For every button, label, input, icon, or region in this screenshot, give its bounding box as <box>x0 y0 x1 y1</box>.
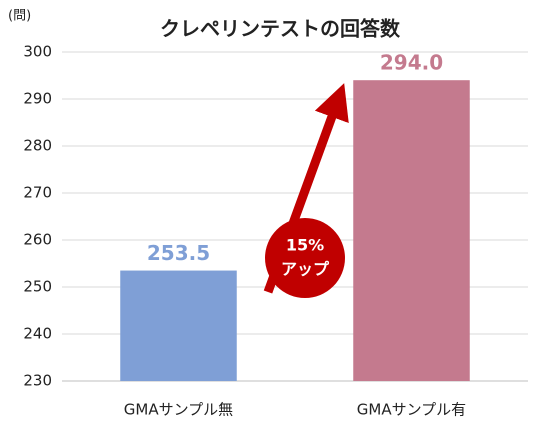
bar <box>120 270 237 381</box>
annotation-text: 15% <box>286 236 324 255</box>
annotation-badge <box>265 218 345 298</box>
y-tick-label: 300 <box>23 43 52 61</box>
y-tick-label: 280 <box>23 137 52 155</box>
y-tick-label: 290 <box>23 90 52 108</box>
chart-title: クレペリンテストの回答数 <box>160 17 401 41</box>
bar <box>353 80 470 381</box>
y-tick-label: 230 <box>23 372 52 390</box>
y-tick-label: 240 <box>23 325 52 343</box>
value-label: 294.0 <box>380 51 443 75</box>
value-label: 253.5 <box>147 241 210 265</box>
y-tick-label: 270 <box>23 184 52 202</box>
y-unit-label: (問) <box>8 9 31 24</box>
y-tick-label: 260 <box>23 231 52 249</box>
x-tick-label: GMAサンプル有 <box>357 401 466 419</box>
x-tick-label: GMAサンプル無 <box>124 401 233 419</box>
y-tick-label: 250 <box>23 278 52 296</box>
annotation-text: アップ <box>281 260 330 279</box>
